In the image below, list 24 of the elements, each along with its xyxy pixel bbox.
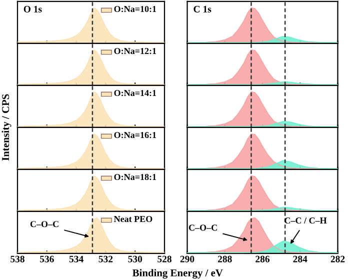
x-tick-label: 538: [10, 256, 24, 262]
chart-title: O 1s: [24, 6, 42, 12]
x-tick-label: 282: [330, 256, 345, 262]
x-tick-label: 286: [256, 256, 270, 262]
series-label: O:Na=18:1: [114, 174, 156, 180]
x-tick-label: 284: [293, 256, 308, 262]
annotation: C–O–C: [30, 221, 58, 228]
chart-title: C 1s: [194, 6, 212, 12]
x-tick-label: 530: [128, 256, 142, 262]
annotation: C–C / C–H: [284, 217, 327, 224]
x-axis-title: Binding Energy / eV: [132, 269, 223, 279]
x-tick-label: 532: [98, 256, 113, 262]
legend-label: O:Na=10:1: [114, 6, 156, 12]
x-tick-label: 528: [158, 256, 172, 262]
y-axis-title: Intensity / CPS: [2, 94, 12, 161]
annotation: C–O–C: [188, 224, 217, 231]
series-label: Neat PEO: [114, 216, 152, 222]
x-tick-label: 534: [69, 256, 84, 262]
x-tick-label: 288: [218, 256, 232, 262]
series-label: O:Na=12:1: [114, 48, 156, 54]
legend-label: O:Na=16:1: [114, 132, 156, 138]
x-tick-label: 290: [180, 256, 194, 262]
series-label: O:Na=14:1: [114, 90, 156, 96]
x-tick-label: 536: [40, 256, 54, 262]
